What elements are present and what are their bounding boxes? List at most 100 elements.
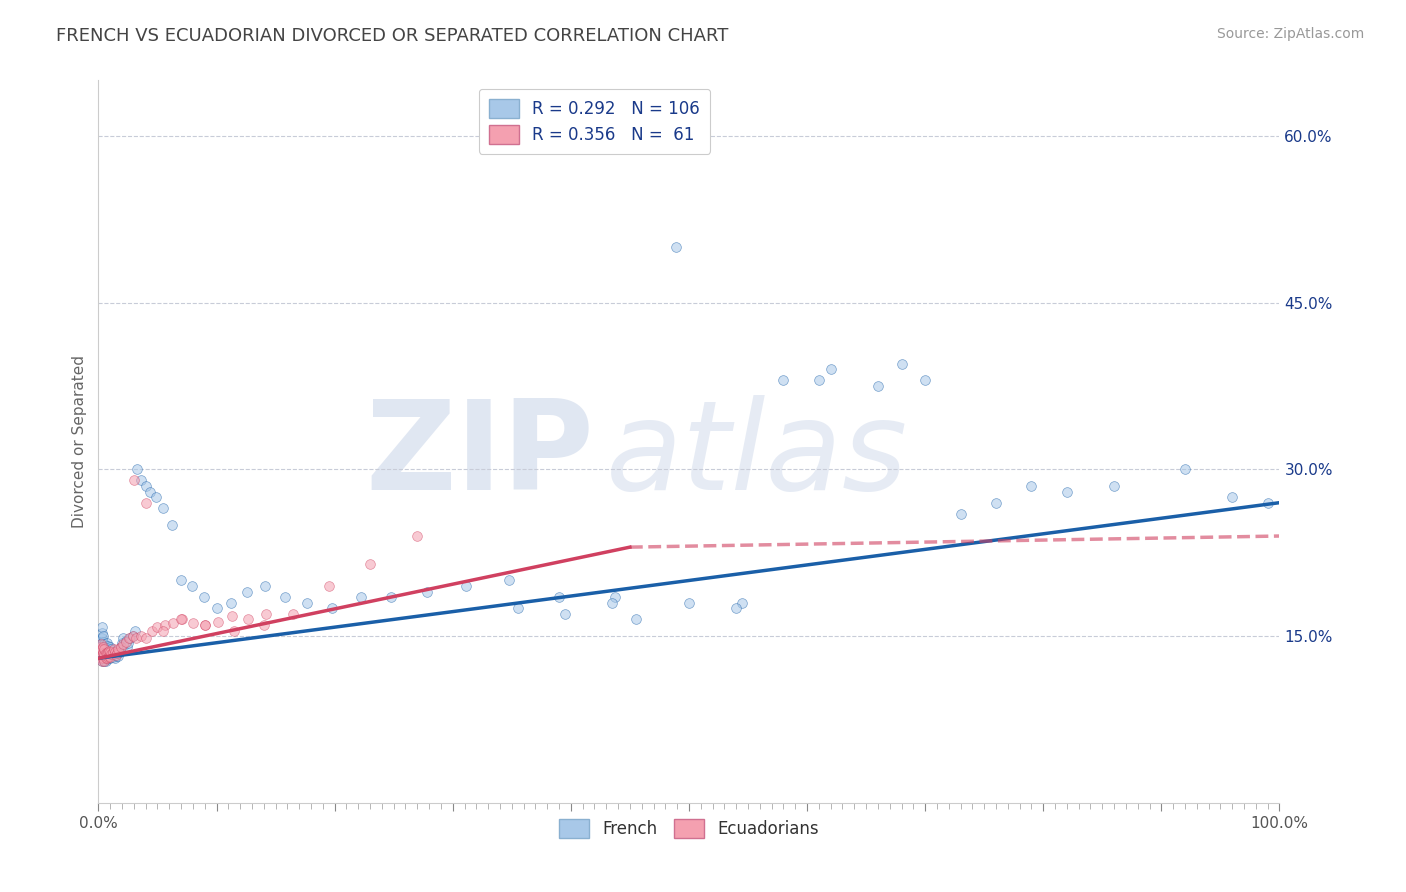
Point [554, 607, 576, 621]
Point [93, 648, 115, 662]
Point [141, 624, 163, 638]
Point [170, 574, 193, 588]
Point [145, 490, 167, 504]
Point [678, 596, 700, 610]
Point [91, 642, 114, 657]
Point [90, 637, 112, 651]
Point [112, 632, 135, 646]
Point [129, 474, 152, 488]
Point [914, 373, 936, 387]
Point [105, 646, 128, 660]
Point [135, 496, 157, 510]
Point [807, 373, 830, 387]
Point [90, 642, 112, 657]
Point [406, 529, 429, 543]
Point [89, 646, 111, 660]
Point [97, 639, 120, 653]
Point [146, 620, 169, 634]
Point [112, 638, 135, 652]
Point [96, 647, 118, 661]
Point [107, 642, 129, 657]
Point [100, 642, 122, 657]
Point [172, 612, 194, 626]
Point [98, 646, 121, 660]
Point [91, 625, 114, 640]
Point [866, 379, 889, 393]
Point [600, 596, 623, 610]
Point [253, 618, 276, 632]
Point [624, 612, 647, 626]
Point [97, 650, 120, 665]
Point [117, 636, 139, 650]
Point [91, 646, 114, 660]
Point [219, 596, 242, 610]
Point [118, 632, 141, 646]
Point [93, 653, 115, 667]
Point [321, 601, 343, 615]
Point [107, 649, 129, 664]
Point [129, 629, 152, 643]
Point [91, 642, 114, 657]
Point [89, 646, 111, 660]
Point [122, 474, 145, 488]
Point [93, 648, 115, 662]
Point [89, 640, 111, 655]
Point [153, 618, 176, 632]
Point [91, 640, 114, 655]
Point [236, 584, 259, 599]
Point [152, 501, 174, 516]
Point [1056, 484, 1078, 499]
Point [101, 645, 124, 659]
Point [93, 642, 115, 657]
Point [110, 640, 132, 655]
Point [110, 640, 132, 655]
Point [94, 639, 117, 653]
Point [380, 590, 402, 604]
Point [90, 651, 112, 665]
Point [90, 651, 112, 665]
Point [98, 643, 121, 657]
Point [98, 645, 121, 659]
Point [283, 607, 305, 621]
Point [91, 629, 114, 643]
Point [135, 479, 157, 493]
Point [139, 484, 162, 499]
Point [105, 649, 128, 664]
Point [96, 646, 118, 660]
Point [665, 240, 688, 254]
Point [91, 653, 114, 667]
Point [96, 641, 118, 656]
Point [274, 590, 297, 604]
Point [984, 496, 1007, 510]
Point [111, 636, 134, 650]
Point [90, 637, 112, 651]
Legend: French, Ecuadorians: French, Ecuadorians [553, 813, 825, 845]
Point [1257, 496, 1279, 510]
Point [253, 579, 276, 593]
Point [104, 651, 127, 665]
Point [506, 601, 529, 615]
Point [114, 634, 136, 648]
Text: atlas: atlas [606, 395, 908, 516]
Point [194, 618, 217, 632]
Point [224, 624, 246, 638]
Point [98, 650, 121, 665]
Point [93, 637, 115, 651]
Point [349, 590, 371, 604]
Point [91, 637, 114, 651]
Point [112, 637, 135, 651]
Point [100, 647, 122, 661]
Point [91, 634, 114, 648]
Point [120, 632, 142, 646]
Point [89, 640, 111, 655]
Point [91, 620, 114, 634]
Point [125, 632, 148, 646]
Point [1174, 462, 1197, 476]
Point [152, 624, 174, 638]
Point [820, 362, 842, 376]
Point [772, 373, 794, 387]
Point [127, 462, 149, 476]
Point [162, 615, 184, 630]
Point [97, 645, 120, 659]
Point [108, 645, 131, 659]
